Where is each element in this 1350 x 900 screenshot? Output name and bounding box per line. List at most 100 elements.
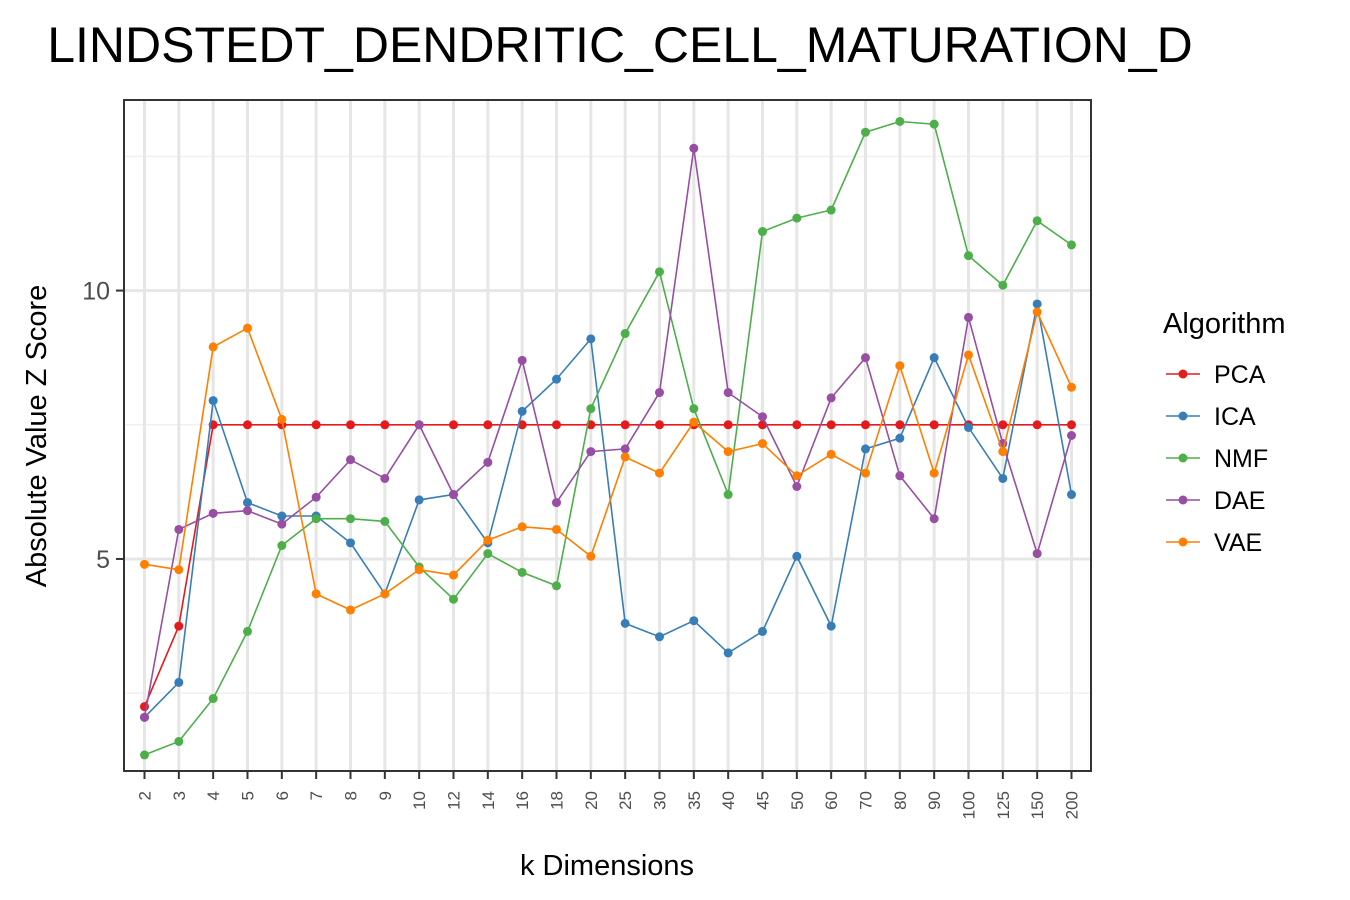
- x-tick-label: 9: [376, 791, 395, 800]
- data-point: [998, 473, 1008, 483]
- data-point: [895, 420, 905, 430]
- series-line: [143, 148, 1073, 718]
- data-point: [964, 350, 973, 360]
- y-tick-label: 10: [82, 278, 110, 306]
- legend-label: NMF: [1214, 445, 1268, 473]
- data-point: [208, 396, 218, 406]
- data-point: [1032, 549, 1042, 559]
- data-point: [380, 473, 390, 483]
- plot-border: [123, 99, 1092, 772]
- data-point: [1067, 382, 1076, 392]
- x-tick-label: 150: [1028, 791, 1047, 819]
- data-point: [552, 420, 561, 430]
- data-point: [1067, 420, 1076, 430]
- data-point: [552, 498, 561, 508]
- series-nmf: [140, 116, 1076, 760]
- x-tick-label: 35: [685, 791, 704, 810]
- data-point: [449, 490, 458, 500]
- data-point: [826, 621, 836, 631]
- data-point: [792, 420, 802, 430]
- data-point: [517, 567, 527, 577]
- data-point: [895, 433, 905, 443]
- data-point: [243, 506, 252, 516]
- data-point: [861, 353, 870, 363]
- data-point: [964, 422, 973, 432]
- data-point: [861, 444, 870, 454]
- data-point: [414, 565, 424, 575]
- data-point: [346, 455, 355, 465]
- data-point: [311, 589, 321, 599]
- data-point: [895, 116, 905, 126]
- data-point: [723, 388, 733, 398]
- legend: Algorithm PCA ICA NMF DAE VAE: [1163, 308, 1286, 557]
- legend-item-vae: VAE: [1166, 529, 1262, 557]
- chart-title: LINDSTEDT_DENDRITIC_CELL_MATURATION_D: [47, 17, 1193, 73]
- data-point: [1067, 431, 1076, 440]
- data-point: [792, 551, 802, 561]
- y-tick-label: 5: [96, 546, 110, 574]
- data-point: [517, 522, 527, 532]
- x-tick-label: 8: [342, 791, 361, 800]
- data-point: [998, 280, 1008, 290]
- x-tick-label: 12: [445, 791, 464, 810]
- series-layer: [140, 116, 1076, 760]
- data-point: [586, 334, 596, 344]
- x-tick-label: 60: [822, 791, 841, 810]
- series-line: [144, 120, 1072, 756]
- legend-point: [1178, 537, 1188, 547]
- data-point: [208, 694, 218, 704]
- data-point: [998, 420, 1008, 430]
- data-point: [1032, 420, 1042, 430]
- x-tick-label: 4: [204, 791, 223, 800]
- x-tick-label: 70: [857, 791, 876, 810]
- data-point: [552, 581, 561, 591]
- data-point: [689, 143, 699, 153]
- data-point: [895, 471, 905, 481]
- data-point: [998, 447, 1008, 457]
- data-point: [620, 618, 630, 628]
- data-point: [861, 468, 870, 478]
- x-tick-label: 125: [994, 791, 1013, 819]
- legend-item-pca: PCA: [1166, 361, 1266, 389]
- data-point: [380, 589, 390, 599]
- data-point: [655, 632, 664, 642]
- data-point: [243, 498, 252, 508]
- data-point: [655, 267, 664, 277]
- x-tick-label: 3: [170, 791, 189, 800]
- series-line: [144, 309, 1073, 611]
- x-tick-label: 100: [960, 791, 979, 819]
- data-point: [826, 420, 836, 430]
- y-axis-label: Absolute Value Z Score: [21, 285, 53, 588]
- data-point: [861, 127, 870, 137]
- data-point: [964, 251, 973, 261]
- y-axis: 5 10: [82, 278, 124, 574]
- legend-items: PCA ICA NMF DAE VAE: [1166, 361, 1268, 557]
- legend-label: PCA: [1214, 361, 1266, 389]
- x-tick-label: 80: [891, 791, 910, 810]
- data-point: [620, 444, 630, 454]
- x-axis-label: k Dimensions: [520, 850, 694, 882]
- x-tick-label: 50: [788, 791, 807, 810]
- data-point: [449, 570, 458, 580]
- legend-item-dae: DAE: [1166, 487, 1265, 515]
- data-point: [140, 750, 149, 760]
- legend-point: [1178, 495, 1188, 505]
- data-point: [552, 374, 561, 384]
- data-point: [483, 535, 493, 545]
- data-point: [243, 626, 252, 636]
- data-point: [826, 205, 836, 215]
- data-point: [517, 355, 527, 365]
- data-point: [346, 420, 355, 430]
- data-point: [346, 538, 355, 548]
- data-point: [517, 406, 527, 416]
- data-point: [723, 420, 733, 430]
- data-point: [277, 519, 287, 529]
- data-point: [174, 736, 184, 746]
- data-point: [449, 594, 458, 604]
- data-point: [1032, 299, 1042, 309]
- x-tick-label: 200: [1063, 791, 1082, 819]
- data-point: [929, 119, 939, 129]
- data-point: [586, 404, 596, 414]
- data-point: [311, 492, 321, 502]
- x-tick-label: 5: [239, 791, 258, 800]
